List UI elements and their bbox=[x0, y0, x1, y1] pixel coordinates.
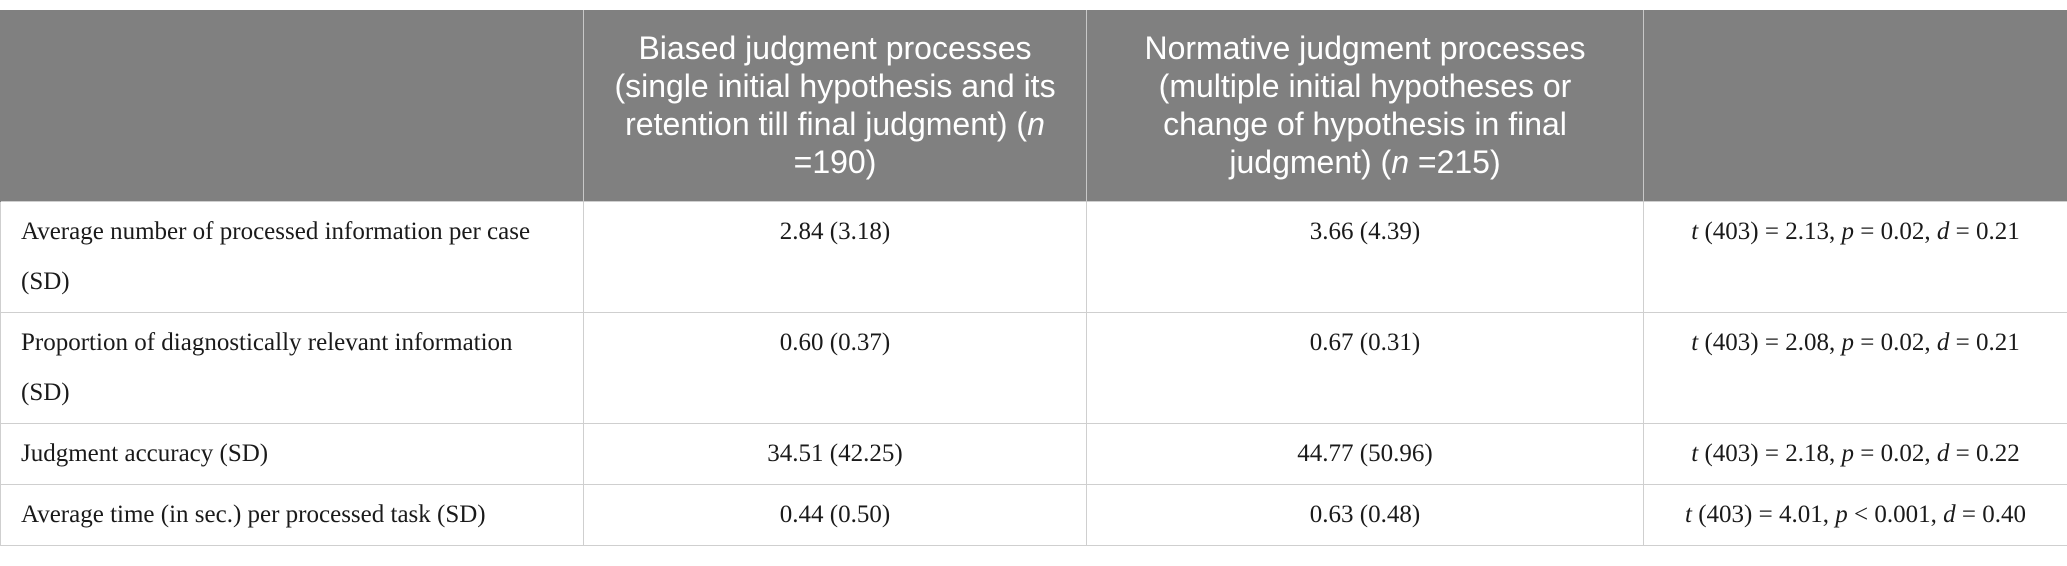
t-value: (403) = 2.13, bbox=[1698, 217, 1842, 245]
row-label: Average time (in sec.) per processed tas… bbox=[0, 483, 584, 546]
table-row: Average number of processed information … bbox=[0, 200, 2067, 313]
p-value: = 0.02, bbox=[1853, 439, 1937, 467]
p-value: = 0.02, bbox=[1853, 217, 1937, 245]
test-statistic: t (403) = 2.08, p = 0.02, d = 0.21 bbox=[1643, 311, 2067, 424]
biased-value: 0.44 (0.50) bbox=[583, 483, 1087, 546]
results-table: Biased judgment processes (single initia… bbox=[0, 10, 2067, 546]
row-label: Judgment accuracy (SD) bbox=[0, 422, 584, 485]
normative-value: 44.77 (50.96) bbox=[1086, 422, 1644, 485]
table-row: Judgment accuracy (SD) 34.51 (42.25) 44.… bbox=[0, 422, 2067, 485]
p-symbol: p bbox=[1841, 328, 1854, 356]
header-cell-empty-right bbox=[1643, 10, 2067, 201]
header-biased-text: Biased judgment processes (single initia… bbox=[614, 30, 1056, 143]
biased-value: 34.51 (42.25) bbox=[583, 422, 1087, 485]
t-symbol: t bbox=[1691, 439, 1699, 467]
table-row: Proportion of diagnostically relevant in… bbox=[0, 311, 2067, 424]
header-cell-biased: Biased judgment processes (single initia… bbox=[583, 10, 1087, 201]
results-table-container: Biased judgment processes (single initia… bbox=[0, 10, 2067, 546]
p-value: < 0.001, bbox=[1847, 500, 1944, 528]
d-value: = 0.22 bbox=[1949, 439, 2020, 467]
row-label: Average number of processed information … bbox=[0, 200, 584, 313]
row-label: Proportion of diagnostically relevant in… bbox=[0, 311, 584, 424]
header-normative-text: Normative judgment processes (multiple i… bbox=[1144, 30, 1586, 181]
header-normative-n-symbol: n bbox=[1391, 144, 1409, 181]
p-symbol: p bbox=[1841, 217, 1854, 245]
t-value: (403) = 2.08, bbox=[1698, 328, 1842, 356]
d-value: = 0.21 bbox=[1949, 217, 2020, 245]
table-body: Average number of processed information … bbox=[0, 200, 2067, 546]
t-value: (403) = 2.18, bbox=[1698, 439, 1842, 467]
p-symbol: p bbox=[1841, 439, 1854, 467]
d-value: = 0.40 bbox=[1955, 500, 2026, 528]
table-header: Biased judgment processes (single initia… bbox=[0, 10, 2067, 201]
test-statistic: t (403) = 4.01, p < 0.001, d = 0.40 bbox=[1643, 483, 2067, 546]
biased-value: 0.60 (0.37) bbox=[583, 311, 1087, 424]
p-symbol: p bbox=[1835, 500, 1848, 528]
d-symbol: d bbox=[1936, 328, 1950, 356]
d-symbol: d bbox=[1943, 500, 1956, 528]
normative-value: 0.67 (0.31) bbox=[1086, 311, 1644, 424]
header-cell-empty-left bbox=[0, 10, 584, 201]
header-biased-n-symbol: n bbox=[1027, 106, 1045, 143]
t-symbol: t bbox=[1691, 217, 1699, 245]
normative-value: 3.66 (4.39) bbox=[1086, 200, 1644, 313]
header-row: Biased judgment processes (single initia… bbox=[0, 10, 2067, 201]
t-symbol: t bbox=[1685, 500, 1692, 528]
test-statistic: t (403) = 2.13, p = 0.02, d = 0.21 bbox=[1643, 200, 2067, 313]
header-cell-normative: Normative judgment processes (multiple i… bbox=[1086, 10, 1644, 201]
biased-value: 2.84 (3.18) bbox=[583, 200, 1087, 313]
header-biased-n-value: =190) bbox=[793, 144, 877, 181]
t-value: (403) = 4.01, bbox=[1691, 500, 1836, 528]
test-statistic: t (403) = 2.18, p = 0.02, d = 0.22 bbox=[1643, 422, 2067, 485]
normative-value: 0.63 (0.48) bbox=[1086, 483, 1644, 546]
d-symbol: d bbox=[1936, 217, 1950, 245]
d-value: = 0.21 bbox=[1949, 328, 2020, 356]
t-symbol: t bbox=[1691, 328, 1699, 356]
table-row: Average time (in sec.) per processed tas… bbox=[0, 483, 2067, 546]
header-normative-n-value: =215) bbox=[1409, 144, 1501, 181]
p-value: = 0.02, bbox=[1853, 328, 1937, 356]
d-symbol: d bbox=[1936, 439, 1950, 467]
